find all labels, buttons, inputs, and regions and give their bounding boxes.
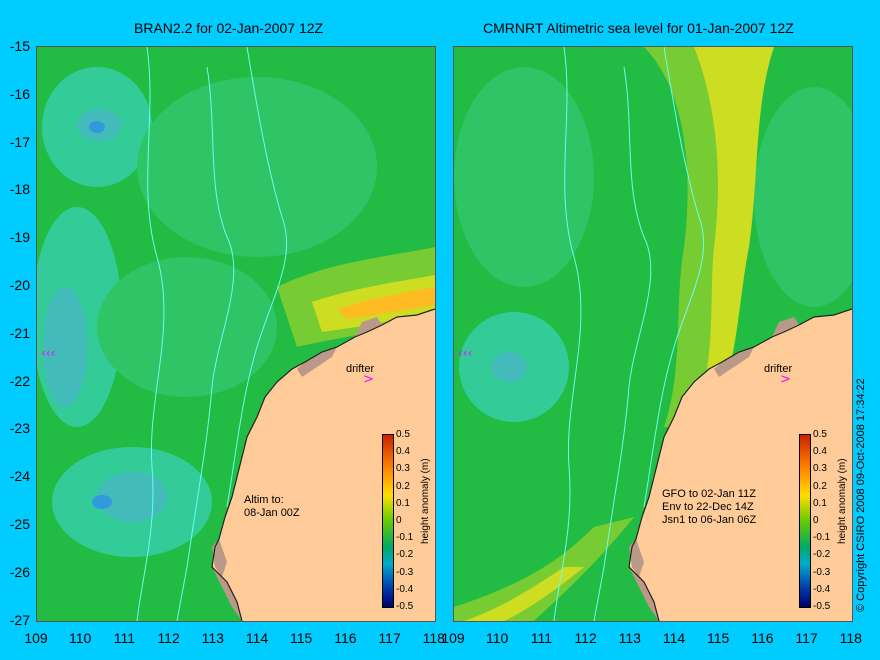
x-axis-tick-label: 110 (486, 630, 509, 646)
x-axis-tick-label: 115 (707, 630, 730, 646)
y-axis-tick-label: -24 (9, 468, 30, 485)
x-axis-tick-label: 117 (378, 630, 401, 646)
copyright-text: © Copyright CSIRO 2008 09-Oct-2008 17:34… (855, 378, 867, 612)
colorbar-tick-label: -0.4 (813, 583, 831, 595)
left-note-line: Altim to: (244, 494, 284, 506)
y-axis-tick-label: -22 (9, 372, 30, 389)
colorbar-tick-label: 0.2 (813, 480, 827, 492)
svg-text:‹‹‹: ‹‹‹ (458, 346, 472, 360)
colorbar-tick-label: 0.5 (813, 429, 827, 440)
x-axis-tick-label: 109 (24, 630, 48, 646)
colorbar-tick-label: -0.1 (813, 532, 831, 544)
colorbar-tick-label: 0.1 (396, 497, 410, 509)
x-axis-tick-label: 117 (795, 630, 818, 646)
left-map-title: BRAN2.2 for 02-Jan-2007 12Z (134, 20, 324, 36)
colorbar-tick-label: 0.4 (396, 446, 410, 458)
left-colorbar-label: height anomaly (m) (420, 458, 431, 544)
colorbar-tick-label: 0.5 (396, 429, 410, 440)
colorbar-tick-label: -0.2 (396, 549, 414, 561)
right-drifter-label: drifter (764, 363, 793, 375)
right-note-line: Jsn1 to 06-Jan 06Z (662, 514, 757, 526)
left-drifter-label: drifter (346, 363, 375, 375)
svg-text:>: > (363, 372, 374, 387)
y-axis-tick-label: -27 (9, 611, 30, 628)
y-axis-tick-label: -26 (9, 563, 30, 580)
right-colorbar-label: height anomaly (m) (837, 458, 848, 544)
colorbar-tick-label: -0.3 (396, 566, 414, 578)
colorbar-tick-label: 0 (813, 515, 819, 526)
y-axis-tick-label: -16 (9, 85, 30, 102)
colorbar-tick-label: 0.4 (813, 446, 827, 458)
x-axis-tick-label: 109 (441, 630, 465, 646)
right-map-panel: ‹‹‹ > (453, 46, 853, 622)
colorbar-tick-label: 0.1 (813, 497, 827, 509)
colorbar-tick-label: -0.2 (813, 549, 831, 561)
x-axis-tick-label: 113 (201, 630, 224, 646)
x-axis-tick-label: 110 (69, 630, 92, 646)
x-axis-tick-label: 112 (574, 630, 597, 646)
colorbar-tick-label: 0.3 (813, 463, 827, 475)
x-axis-tick-label: 112 (157, 630, 180, 646)
y-axis-tick-label: -20 (9, 277, 30, 293)
y-axis-tick-label: -18 (9, 181, 30, 198)
colorbar-tick-label: 0.2 (396, 480, 410, 492)
left-map-panel: ‹‹‹ > (36, 46, 436, 622)
right-note-line: GFO to 02-Jan 11Z (662, 488, 756, 500)
y-axis-tick-label: -17 (9, 133, 30, 150)
x-axis-tick-label: 118 (839, 630, 862, 646)
colorbar-tick-label: -0.5 (813, 601, 831, 612)
left-colorbar (382, 434, 394, 608)
left-note-line: 08-Jan 00Z (244, 507, 300, 519)
colorbar-tick-label: 0 (396, 515, 402, 526)
y-axis-tick-label: -21 (9, 324, 30, 341)
x-axis-tick-label: 111 (530, 630, 553, 646)
y-axis-tick-label: -23 (9, 420, 30, 437)
x-axis-tick-label: 116 (751, 630, 774, 646)
x-axis-tick-label: 113 (618, 630, 641, 646)
x-axis-tick-label: 116 (334, 630, 357, 646)
x-axis-tick-label: 114 (245, 630, 269, 646)
svg-text:‹‹‹: ‹‹‹ (41, 346, 55, 360)
x-axis-tick-label: 111 (113, 630, 136, 646)
right-map-title: CMRNRT Altimetric sea level for 01-Jan-2… (483, 20, 794, 36)
colorbar-tick-label: -0.3 (813, 566, 831, 578)
y-axis-tick-label: -15 (9, 38, 30, 54)
y-axis-tick-label: -19 (9, 229, 30, 246)
right-map-graphic: ‹‹‹ > (454, 47, 852, 621)
right-note-line: Env to 22-Dec 14Z (662, 501, 754, 513)
colorbar-tick-label: -0.4 (396, 583, 414, 595)
x-axis-tick-label: 114 (662, 630, 686, 646)
x-axis-tick-label: 118 (422, 630, 445, 646)
y-axis-tick-label: -25 (9, 516, 30, 532)
left-map-graphic: ‹‹‹ > (37, 47, 435, 621)
colorbar-tick-label: 0.3 (396, 463, 410, 475)
right-altim-note: GFO to 02-Jan 11Z Env to 22-Dec 14Z Jsn1… (662, 488, 756, 527)
right-colorbar (799, 434, 811, 608)
colorbar-tick-label: -0.5 (396, 601, 414, 612)
colorbar-tick-label: -0.1 (396, 532, 414, 544)
svg-text:>: > (780, 372, 791, 387)
left-altim-note: Altim to: 08-Jan 00Z (244, 494, 300, 520)
x-axis-tick-label: 115 (290, 630, 313, 646)
